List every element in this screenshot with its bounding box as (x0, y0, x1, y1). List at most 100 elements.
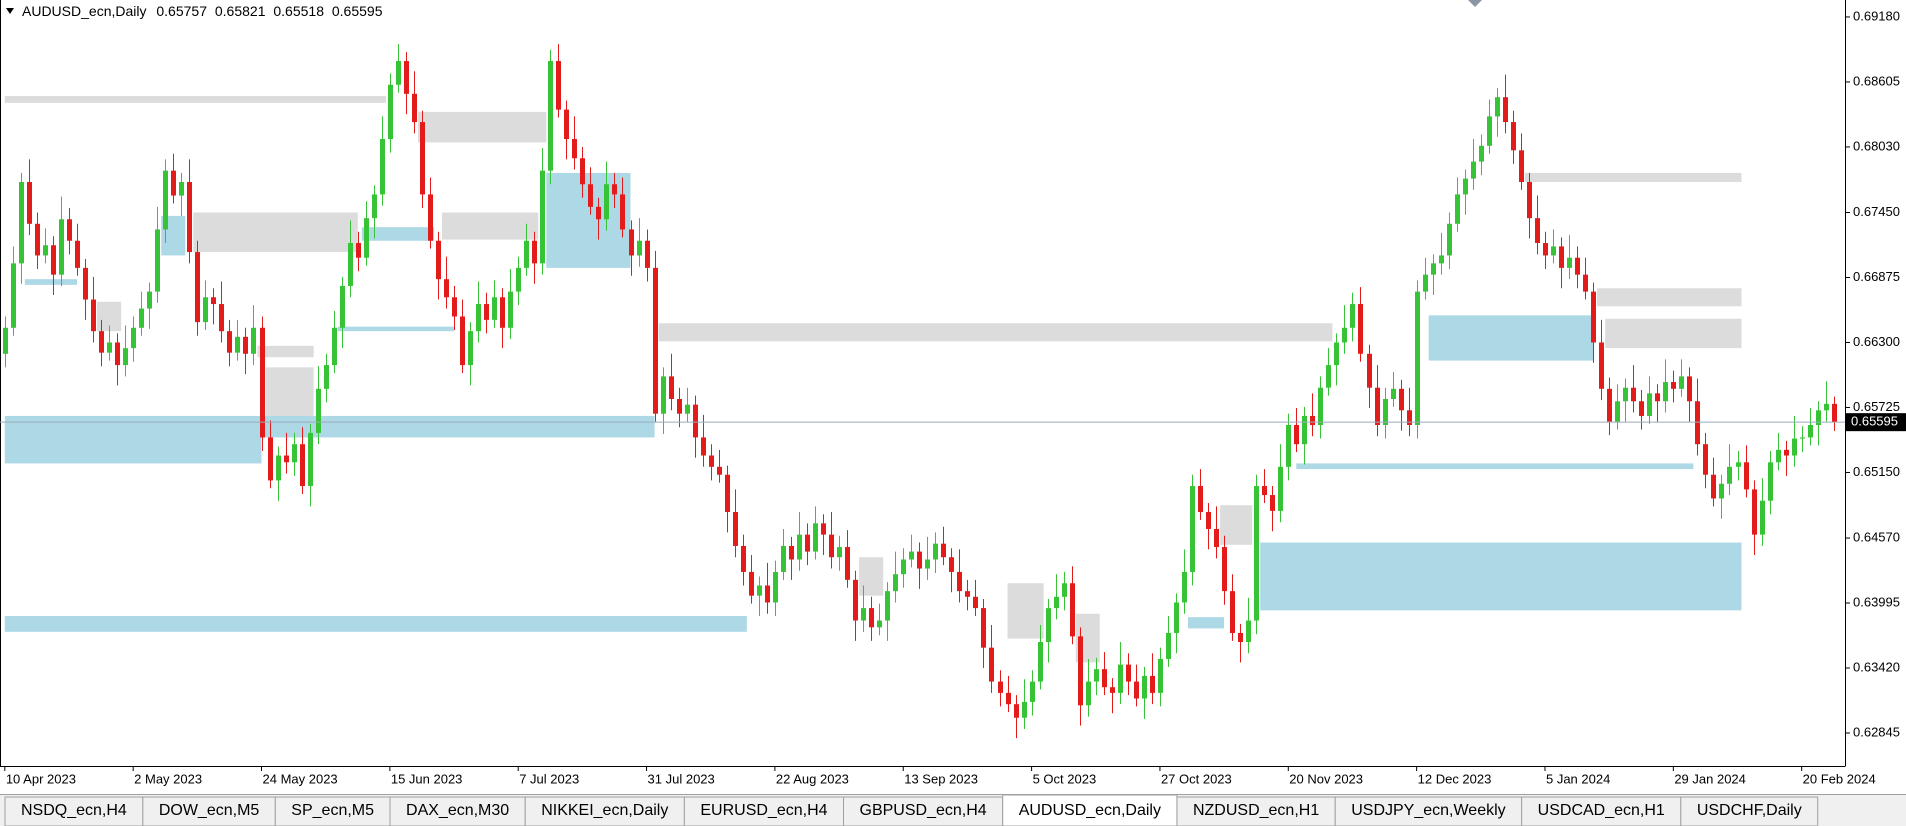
x-tick-label: 15 Jun 2023 (391, 771, 463, 786)
candle-body (1190, 486, 1195, 572)
candle-body (909, 551, 914, 560)
candle-body (1591, 291, 1596, 343)
candle-body (67, 219, 72, 241)
tab[interactable] (1680, 796, 1819, 826)
candle-body (677, 398, 682, 414)
y-tick-label: 0.65150 (1853, 464, 1900, 479)
candle-body (853, 579, 858, 621)
tab[interactable] (142, 796, 276, 826)
candle-body (211, 297, 216, 305)
tab-label[interactable]: GBPUSD_ecn,H4 (860, 802, 987, 819)
candle-body (348, 243, 353, 286)
candle-body (1222, 547, 1227, 592)
symbol: AUDUSD_ecn,Daily (22, 3, 146, 19)
candle-body (669, 376, 674, 399)
tab-label[interactable]: NZDUSD_ecn,H1 (1193, 802, 1319, 819)
ohlc-open: 0.65757 (156, 3, 207, 19)
candle-body (1030, 681, 1035, 702)
collapse-arrow[interactable] (6, 8, 14, 14)
candle-body (27, 181, 32, 224)
shift-marker[interactable] (1468, 0, 1482, 7)
x-tick-label: 27 Oct 2023 (1161, 771, 1232, 786)
candle-body (75, 240, 80, 268)
tab[interactable] (1521, 796, 1682, 826)
candle-body (1655, 393, 1660, 402)
candle-body (653, 267, 658, 414)
candle-body (1607, 388, 1612, 422)
candle-body (468, 331, 473, 366)
tab-label[interactable]: DAX_ecn,M30 (406, 802, 509, 819)
candle-body (1078, 636, 1083, 706)
x-tick-label: 20 Nov 2023 (1289, 771, 1363, 786)
tab-label[interactable]: AUDUSD_ecn,Daily (1019, 802, 1161, 819)
candle-body (1062, 583, 1067, 597)
candle-body (1238, 632, 1243, 643)
y-tick-label: 0.68605 (1853, 73, 1900, 88)
candle-body (1727, 466, 1732, 484)
candle-body (1134, 681, 1139, 699)
candle-body (1776, 449, 1781, 463)
candle-body (1342, 327, 1347, 343)
tab-label[interactable]: NIKKEI_ecn,Daily (541, 802, 668, 819)
tab[interactable] (274, 796, 391, 826)
candle-body (1711, 474, 1716, 499)
candle-body (1663, 382, 1668, 402)
x-tick-label: 5 Jan 2024 (1546, 771, 1610, 786)
candle-body (219, 304, 224, 332)
tab-label[interactable]: EURUSD_ecn,H4 (700, 802, 827, 819)
y-tick-label: 0.63995 (1853, 594, 1900, 609)
candle-body (1615, 401, 1620, 422)
candle-body (709, 455, 714, 467)
tab[interactable] (4, 796, 144, 826)
tab-active[interactable] (1002, 794, 1178, 826)
candle-body (35, 223, 40, 256)
candle-body (268, 437, 273, 481)
candle-body (829, 534, 834, 558)
tab[interactable] (1334, 796, 1523, 826)
tab-label[interactable]: SP_ecn,M5 (291, 802, 374, 819)
candle-body (1703, 444, 1708, 475)
candle-body (308, 432, 313, 487)
candle-body (1102, 669, 1107, 688)
candle-body (1463, 178, 1468, 195)
candle-body (845, 547, 850, 580)
x-tick-label: 12 Dec 2023 (1418, 771, 1492, 786)
tab-label[interactable]: USDCHF,Daily (1697, 802, 1802, 819)
candle-body (1262, 486, 1267, 496)
zone (1188, 617, 1225, 629)
tab[interactable] (843, 796, 1004, 826)
y-tick-label: 0.67450 (1853, 204, 1900, 219)
candle-body (1631, 387, 1636, 402)
tab[interactable] (524, 796, 685, 826)
zone (265, 367, 314, 420)
tab-label[interactable]: USDJPY_ecn,Weekly (1351, 802, 1505, 819)
candle-body (436, 240, 441, 280)
y-tick-label: 0.62845 (1853, 724, 1900, 739)
zone (1220, 505, 1253, 545)
candle-body (901, 559, 906, 575)
candle-body (155, 229, 160, 292)
current-price-box (1846, 413, 1906, 432)
candle-body (1575, 257, 1580, 275)
candle-body (1358, 304, 1363, 354)
tab[interactable] (389, 796, 526, 826)
candle-body (235, 336, 240, 353)
candle-body (1278, 466, 1283, 511)
candle-body (1535, 218, 1540, 244)
candle-body (805, 534, 810, 552)
tab[interactable] (683, 796, 845, 826)
candle-body (1158, 658, 1163, 693)
candle-body (276, 455, 281, 481)
candle-body (885, 591, 890, 621)
tab-label[interactable]: NSDQ_ecn,H4 (21, 802, 127, 819)
tab-label[interactable]: USDCAD_ecn,H1 (1538, 802, 1665, 819)
tab-label[interactable]: DOW_ecn,M5 (159, 802, 260, 819)
candle-body (949, 557, 954, 572)
candle-body (645, 240, 650, 268)
candle-body (179, 181, 184, 196)
candle-body (19, 181, 24, 264)
candle-body (1006, 692, 1011, 705)
candle-body (933, 543, 938, 560)
candle-body (1487, 116, 1492, 146)
